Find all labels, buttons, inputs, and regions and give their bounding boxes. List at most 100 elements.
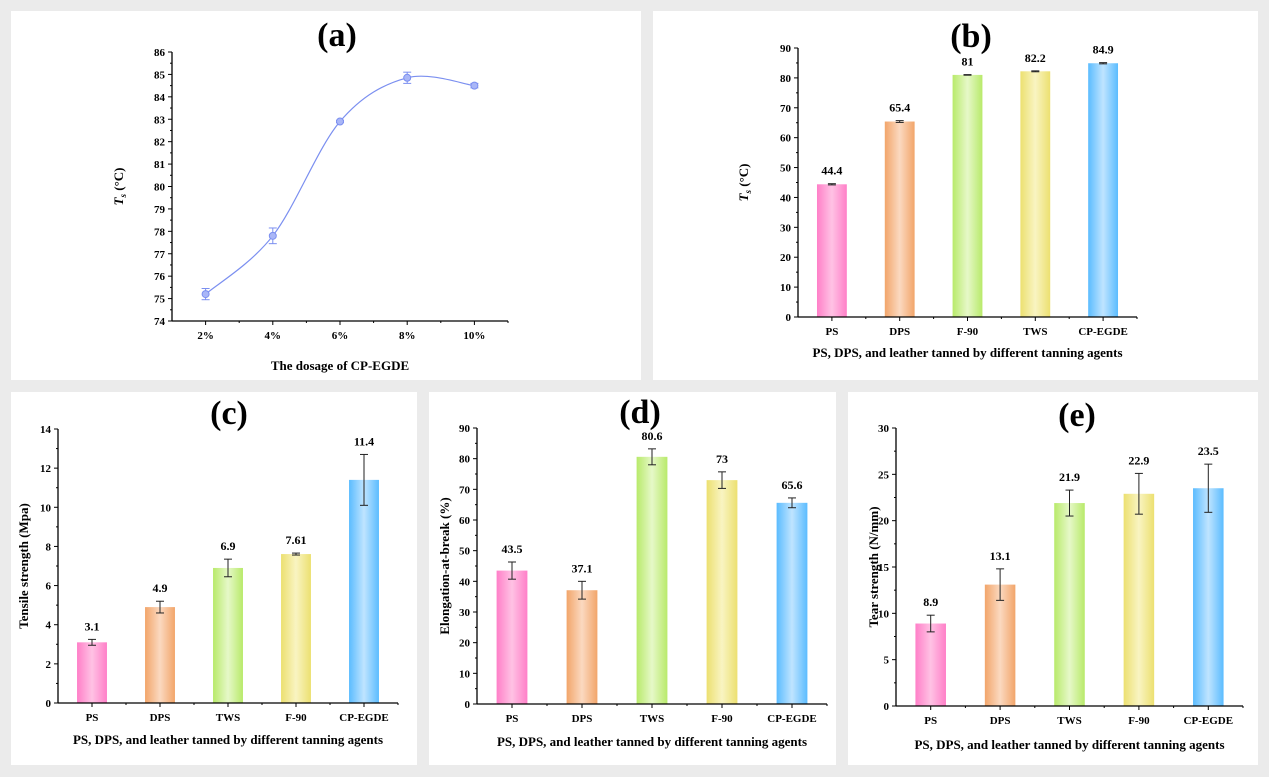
bar-ps xyxy=(915,623,946,706)
y-tick-label: 30 xyxy=(780,222,792,234)
x-tick-label: CP-EGDE xyxy=(1184,715,1234,727)
panel-label-a: (a) xyxy=(317,17,357,54)
data-point xyxy=(201,290,210,299)
bar-cp-egde xyxy=(349,479,379,703)
y-tick-label: 14 xyxy=(40,424,52,436)
y-tick-label: 60 xyxy=(459,515,471,527)
y-tick-label: 0 xyxy=(786,312,792,324)
panel-label-d: (d) xyxy=(619,394,661,431)
panel-d: (d) 43.5 37.1 80.6 73 65.6 0 10 20 30 40 50 60 70 80 90… xyxy=(429,392,836,765)
y-tick-label: 83 xyxy=(154,114,166,126)
y-tick-label: 60 xyxy=(780,133,792,145)
y-tick-label: 50 xyxy=(459,546,471,558)
bar-cp-egde xyxy=(776,502,808,704)
chart-a-svg: (a) 74 75 76 77 78 79 80 81 82 83 84 85 86 2% 4% 6% 8% 10%… xyxy=(111,17,509,373)
x-tick-label: CP-EGDE xyxy=(339,712,389,724)
bar-dps xyxy=(566,590,598,704)
y-label-subscript: s xyxy=(743,190,753,195)
bar-ps xyxy=(77,642,107,703)
x-tick-label: PS xyxy=(506,713,519,725)
x-tick-label: DPS xyxy=(572,713,593,725)
panel-c: (c) 3.1 4.9 6.9 7.61 11.4 0 2 4 6 8 10 12 14 PS DPS TWS F… xyxy=(11,392,417,765)
y-tick-label: 84 xyxy=(154,92,166,104)
data-label: 81 xyxy=(962,55,974,69)
data-label: 3.1 xyxy=(85,619,100,633)
x-tick-label: TWS xyxy=(216,712,240,724)
data-point xyxy=(403,73,412,82)
y-tick-label: 79 xyxy=(154,204,166,216)
y-tick-label: 80 xyxy=(780,73,792,85)
y-tick-label: 80 xyxy=(154,182,166,194)
x-axis-label: The dosage of CP-EGDE xyxy=(271,358,409,373)
y-tick-label: 0 xyxy=(465,699,471,711)
data-label: 65.6 xyxy=(782,478,803,492)
panel-e: (e) 8.9 13.1 21.9 22.9 23.5 0 5 10 15 20 25 30 PS DPS T… xyxy=(848,392,1258,765)
y-tick-label: 70 xyxy=(780,103,792,115)
bar-tws xyxy=(636,456,668,704)
bar-tws xyxy=(213,567,243,703)
data-point xyxy=(268,231,277,240)
data-label: 13.1 xyxy=(990,549,1011,563)
y-tick-label: 74 xyxy=(154,316,166,328)
chart-c-svg: (c) 3.1 4.9 6.9 7.61 11.4 0 2 4 6 8 10 12 14 PS DPS TWS F… xyxy=(16,395,399,747)
data-label: 37.1 xyxy=(572,561,593,575)
bar-dps xyxy=(984,584,1016,706)
y-tick-label: 20 xyxy=(780,252,792,264)
x-tick-label: CP-EGDE xyxy=(1078,326,1128,338)
bar-f-90 xyxy=(281,554,311,703)
chart-d-svg: (d) 43.5 37.1 80.6 73 65.6 0 10 20 30 40 50 60 70 80 90… xyxy=(437,394,828,749)
x-tick-label: F-90 xyxy=(285,712,307,724)
y-tick-label: 85 xyxy=(154,69,166,81)
y-label-unit: (°C) xyxy=(736,164,751,191)
x-axis-label: PS, DPS, and leather tanned by different… xyxy=(497,734,807,749)
y-tick-label: 0 xyxy=(46,698,52,710)
y-tick-label: 90 xyxy=(459,423,471,435)
y-tick-label: 80 xyxy=(459,454,471,466)
chart-e-svg: (e) 8.9 13.1 21.9 22.9 23.5 0 5 10 15 20 25 30 PS DPS T… xyxy=(866,397,1244,752)
y-label-unit: (°C) xyxy=(111,168,126,195)
y-tick-label: 75 xyxy=(154,294,166,306)
data-label: 80.6 xyxy=(642,429,663,443)
bar-ps xyxy=(496,570,528,704)
y-axis-label: Tensile strength (Mpa) xyxy=(16,503,31,629)
data-label: 21.9 xyxy=(1059,470,1080,484)
y-label-subscript: s xyxy=(118,194,128,199)
y-axis-label: Elongation-at-break (%) xyxy=(437,497,452,634)
bar-f-90 xyxy=(952,74,983,318)
x-tick-label: F-90 xyxy=(711,713,733,725)
y-tick-label: 10 xyxy=(878,608,890,620)
bar-f-90 xyxy=(706,480,738,704)
x-tick-label: CP-EGDE xyxy=(767,713,817,725)
x-tick-label: DPS xyxy=(889,326,910,338)
data-label: 23.5 xyxy=(1198,444,1219,458)
x-axis-label: PS, DPS, and leather tanned by different… xyxy=(812,345,1122,360)
x-axis-label: PS, DPS, and leather tanned by different… xyxy=(914,737,1224,752)
y-tick-label: 82 xyxy=(154,137,166,149)
data-label: 8.9 xyxy=(923,595,938,609)
x-tick-label: DPS xyxy=(150,712,171,724)
data-label: 73 xyxy=(716,452,728,466)
data-label: 84.9 xyxy=(1093,43,1114,57)
y-tick-label: 20 xyxy=(459,638,471,650)
y-tick-label: 5 xyxy=(884,655,890,667)
y-tick-label: 40 xyxy=(780,192,792,204)
data-label: 22.9 xyxy=(1128,453,1149,467)
y-tick-label: 6 xyxy=(46,581,52,593)
y-label-symbol: T xyxy=(111,196,126,205)
x-tick-label: 2% xyxy=(197,330,214,342)
y-tick-label: 15 xyxy=(878,562,890,574)
x-tick-label: F-90 xyxy=(957,326,979,338)
y-tick-label: 10 xyxy=(459,668,471,680)
y-tick-label: 70 xyxy=(459,484,471,496)
x-tick-label: TWS xyxy=(1023,326,1047,338)
x-tick-label: F-90 xyxy=(1128,715,1150,727)
data-point xyxy=(336,117,344,126)
y-tick-label: 40 xyxy=(459,576,471,588)
x-tick-label: TWS xyxy=(640,713,664,725)
data-label: 11.4 xyxy=(354,434,374,448)
data-label: 6.9 xyxy=(221,539,236,553)
x-tick-label: 8% xyxy=(399,330,416,342)
chart-b-svg: (b) 44.4 65.4 81 82.2 84.9 0 10 20 30 40 50 60 70 80 90… xyxy=(736,18,1138,360)
data-label: 65.4 xyxy=(889,101,910,115)
x-tick-label: 6% xyxy=(332,330,349,342)
